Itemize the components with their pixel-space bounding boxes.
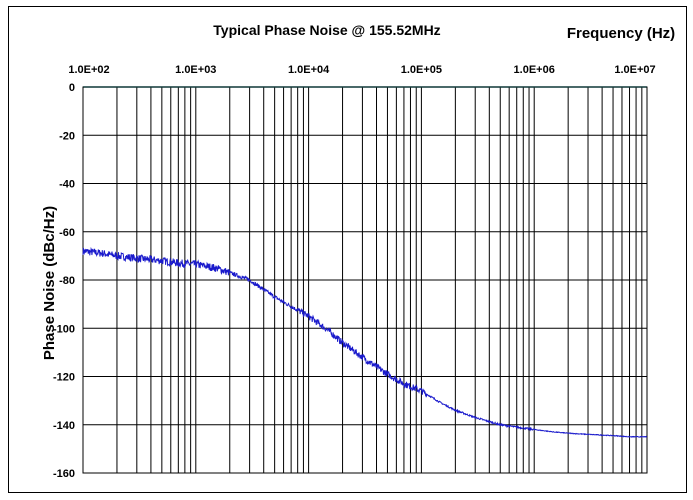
chart-title: Typical Phase Noise @ 155.52MHz <box>213 22 440 38</box>
y-tick-label: -160 <box>53 468 75 480</box>
y-tick-label: -40 <box>59 179 75 191</box>
y-tick-label: -140 <box>53 420 75 432</box>
y-tick-label: -20 <box>59 130 75 142</box>
x-tick-label: 1.0E+06 <box>514 64 555 76</box>
y-tick-label: -80 <box>59 275 75 287</box>
plot-area: 1.0E+02 1.0E+03 1.0E+04 1.0E+05 1.0E+06 1.0E+… <box>53 64 656 480</box>
x-tick-label: 1.0E+02 <box>68 64 109 76</box>
x-tick-label: 1.0E+04 <box>288 64 330 76</box>
y-tick-label: -120 <box>53 372 75 384</box>
x-tick-label: 1.0E+05 <box>401 64 442 76</box>
plot-border <box>82 86 648 474</box>
y-tick-label: 0 <box>69 82 75 94</box>
y-axis-title: Phase Noise (dBc/Hz) <box>41 206 58 360</box>
phase-noise-chart: Typical Phase Noise @ 155.52MHz Frequenc… <box>41 22 675 480</box>
x-tick-label: 1.0E+03 <box>175 64 216 76</box>
chart-frame: Typical Phase Noise @ 155.52MHz Frequenc… <box>8 6 687 493</box>
y-tick-label: -60 <box>59 227 75 239</box>
phase-noise-line <box>82 246 648 438</box>
x-tick-label: 1.0E+07 <box>614 64 655 76</box>
y-tick-label: -100 <box>53 323 75 335</box>
x-axis-title: Frequency (Hz) <box>567 25 675 42</box>
